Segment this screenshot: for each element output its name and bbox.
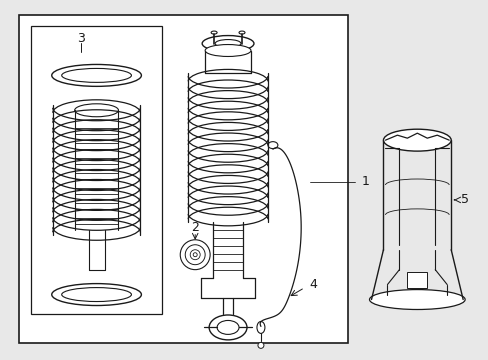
Bar	[19, 15, 347, 343]
Text: 4: 4	[309, 278, 317, 291]
Ellipse shape	[369, 289, 464, 310]
Text: 5: 5	[460, 193, 468, 206]
Ellipse shape	[202, 36, 253, 51]
Ellipse shape	[193, 253, 197, 257]
Ellipse shape	[215, 40, 241, 48]
Ellipse shape	[383, 129, 450, 151]
Bar	[407, 272, 427, 288]
Ellipse shape	[258, 342, 264, 348]
Ellipse shape	[211, 31, 217, 34]
Ellipse shape	[209, 315, 246, 340]
Ellipse shape	[267, 141, 277, 149]
Ellipse shape	[180, 240, 210, 270]
Bar	[31, 26, 162, 315]
Ellipse shape	[239, 31, 244, 34]
Ellipse shape	[256, 321, 264, 333]
Ellipse shape	[217, 320, 239, 334]
Text: 1: 1	[361, 175, 368, 189]
Text: 2: 2	[191, 221, 199, 234]
Ellipse shape	[190, 250, 200, 260]
Ellipse shape	[205, 45, 250, 57]
Ellipse shape	[185, 245, 205, 265]
Text: 3: 3	[77, 32, 84, 45]
